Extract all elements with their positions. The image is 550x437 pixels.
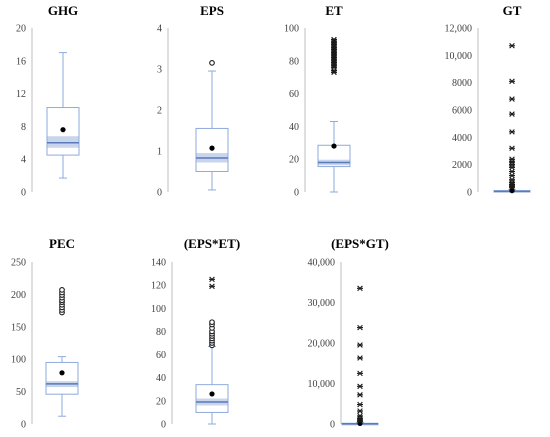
panel-title: EPS — [200, 3, 224, 18]
iqr-box — [45, 361, 79, 395]
y-tick-label: 40,000 — [308, 258, 336, 269]
y-tick-label: 120 — [151, 281, 166, 292]
y-tick-label: 30,000 — [308, 298, 336, 309]
y-tick-label: 0 — [467, 188, 472, 199]
y-tick-label: 0 — [21, 188, 26, 199]
y-tick-label: 40 — [289, 122, 299, 133]
y-tick-label: 20,000 — [308, 339, 336, 350]
y-tick-label: 12,000 — [445, 24, 473, 35]
y-tick-label: 0 — [294, 188, 299, 199]
y-tick-label: 40 — [156, 373, 166, 384]
y-tick-label: 4 — [157, 24, 162, 35]
y-tick-label: 8 — [21, 122, 26, 133]
y-tick-label: 12 — [16, 89, 26, 100]
panel-title: (EPS*ET) — [184, 236, 240, 251]
mean-marker — [509, 188, 515, 194]
mean-marker — [209, 391, 215, 397]
y-tick-label: 4000 — [452, 133, 472, 144]
y-tick-label: 100 — [284, 24, 299, 35]
y-tick-label: 200 — [11, 290, 26, 301]
y-tick-label: 250 — [11, 258, 26, 269]
y-tick-label: 60 — [156, 350, 166, 361]
y-tick-label: 10,000 — [445, 51, 473, 62]
y-tick-label: 3 — [157, 65, 162, 76]
mean-marker — [59, 370, 65, 376]
y-tick-label: 1 — [157, 147, 162, 158]
panel-title: PEC — [49, 236, 75, 251]
y-tick-label: 100 — [11, 355, 26, 366]
outlier-circle — [59, 287, 65, 293]
y-tick-label: 140 — [151, 258, 166, 269]
mean-marker — [209, 145, 215, 151]
y-tick-label: 2 — [157, 106, 162, 117]
y-tick-label: 6000 — [452, 106, 472, 117]
y-tick-label: 4 — [21, 155, 26, 166]
mean-marker — [60, 127, 66, 133]
y-tick-label: 150 — [11, 322, 26, 333]
y-tick-label: 80 — [289, 56, 299, 67]
y-tick-label: 2000 — [452, 160, 472, 171]
y-tick-label: 0 — [157, 188, 162, 199]
median-ci-band — [47, 136, 79, 148]
y-tick-label: 20 — [16, 24, 26, 35]
y-tick-label: 100 — [151, 304, 166, 315]
panel-title: GT — [503, 3, 522, 18]
y-tick-label: 20 — [289, 155, 299, 166]
mean-marker — [331, 143, 337, 149]
y-tick-label: 80 — [156, 327, 166, 338]
y-tick-label: 60 — [289, 89, 299, 100]
y-tick-label: 0 — [21, 420, 26, 431]
y-tick-label: 8000 — [452, 78, 472, 89]
outlier-circle — [209, 59, 215, 66]
y-tick-label: 10,000 — [308, 379, 336, 390]
y-tick-label: 16 — [16, 56, 26, 67]
y-tick-label: 20 — [156, 396, 166, 407]
outlier-circle — [209, 319, 215, 326]
y-tick-label: 0 — [161, 420, 166, 431]
panel-title: (EPS*GT) — [331, 236, 389, 251]
panel-title: GHG — [48, 3, 78, 18]
y-tick-label: 0 — [330, 420, 335, 431]
panel-title: ET — [325, 3, 343, 18]
y-tick-label: 50 — [16, 387, 26, 398]
